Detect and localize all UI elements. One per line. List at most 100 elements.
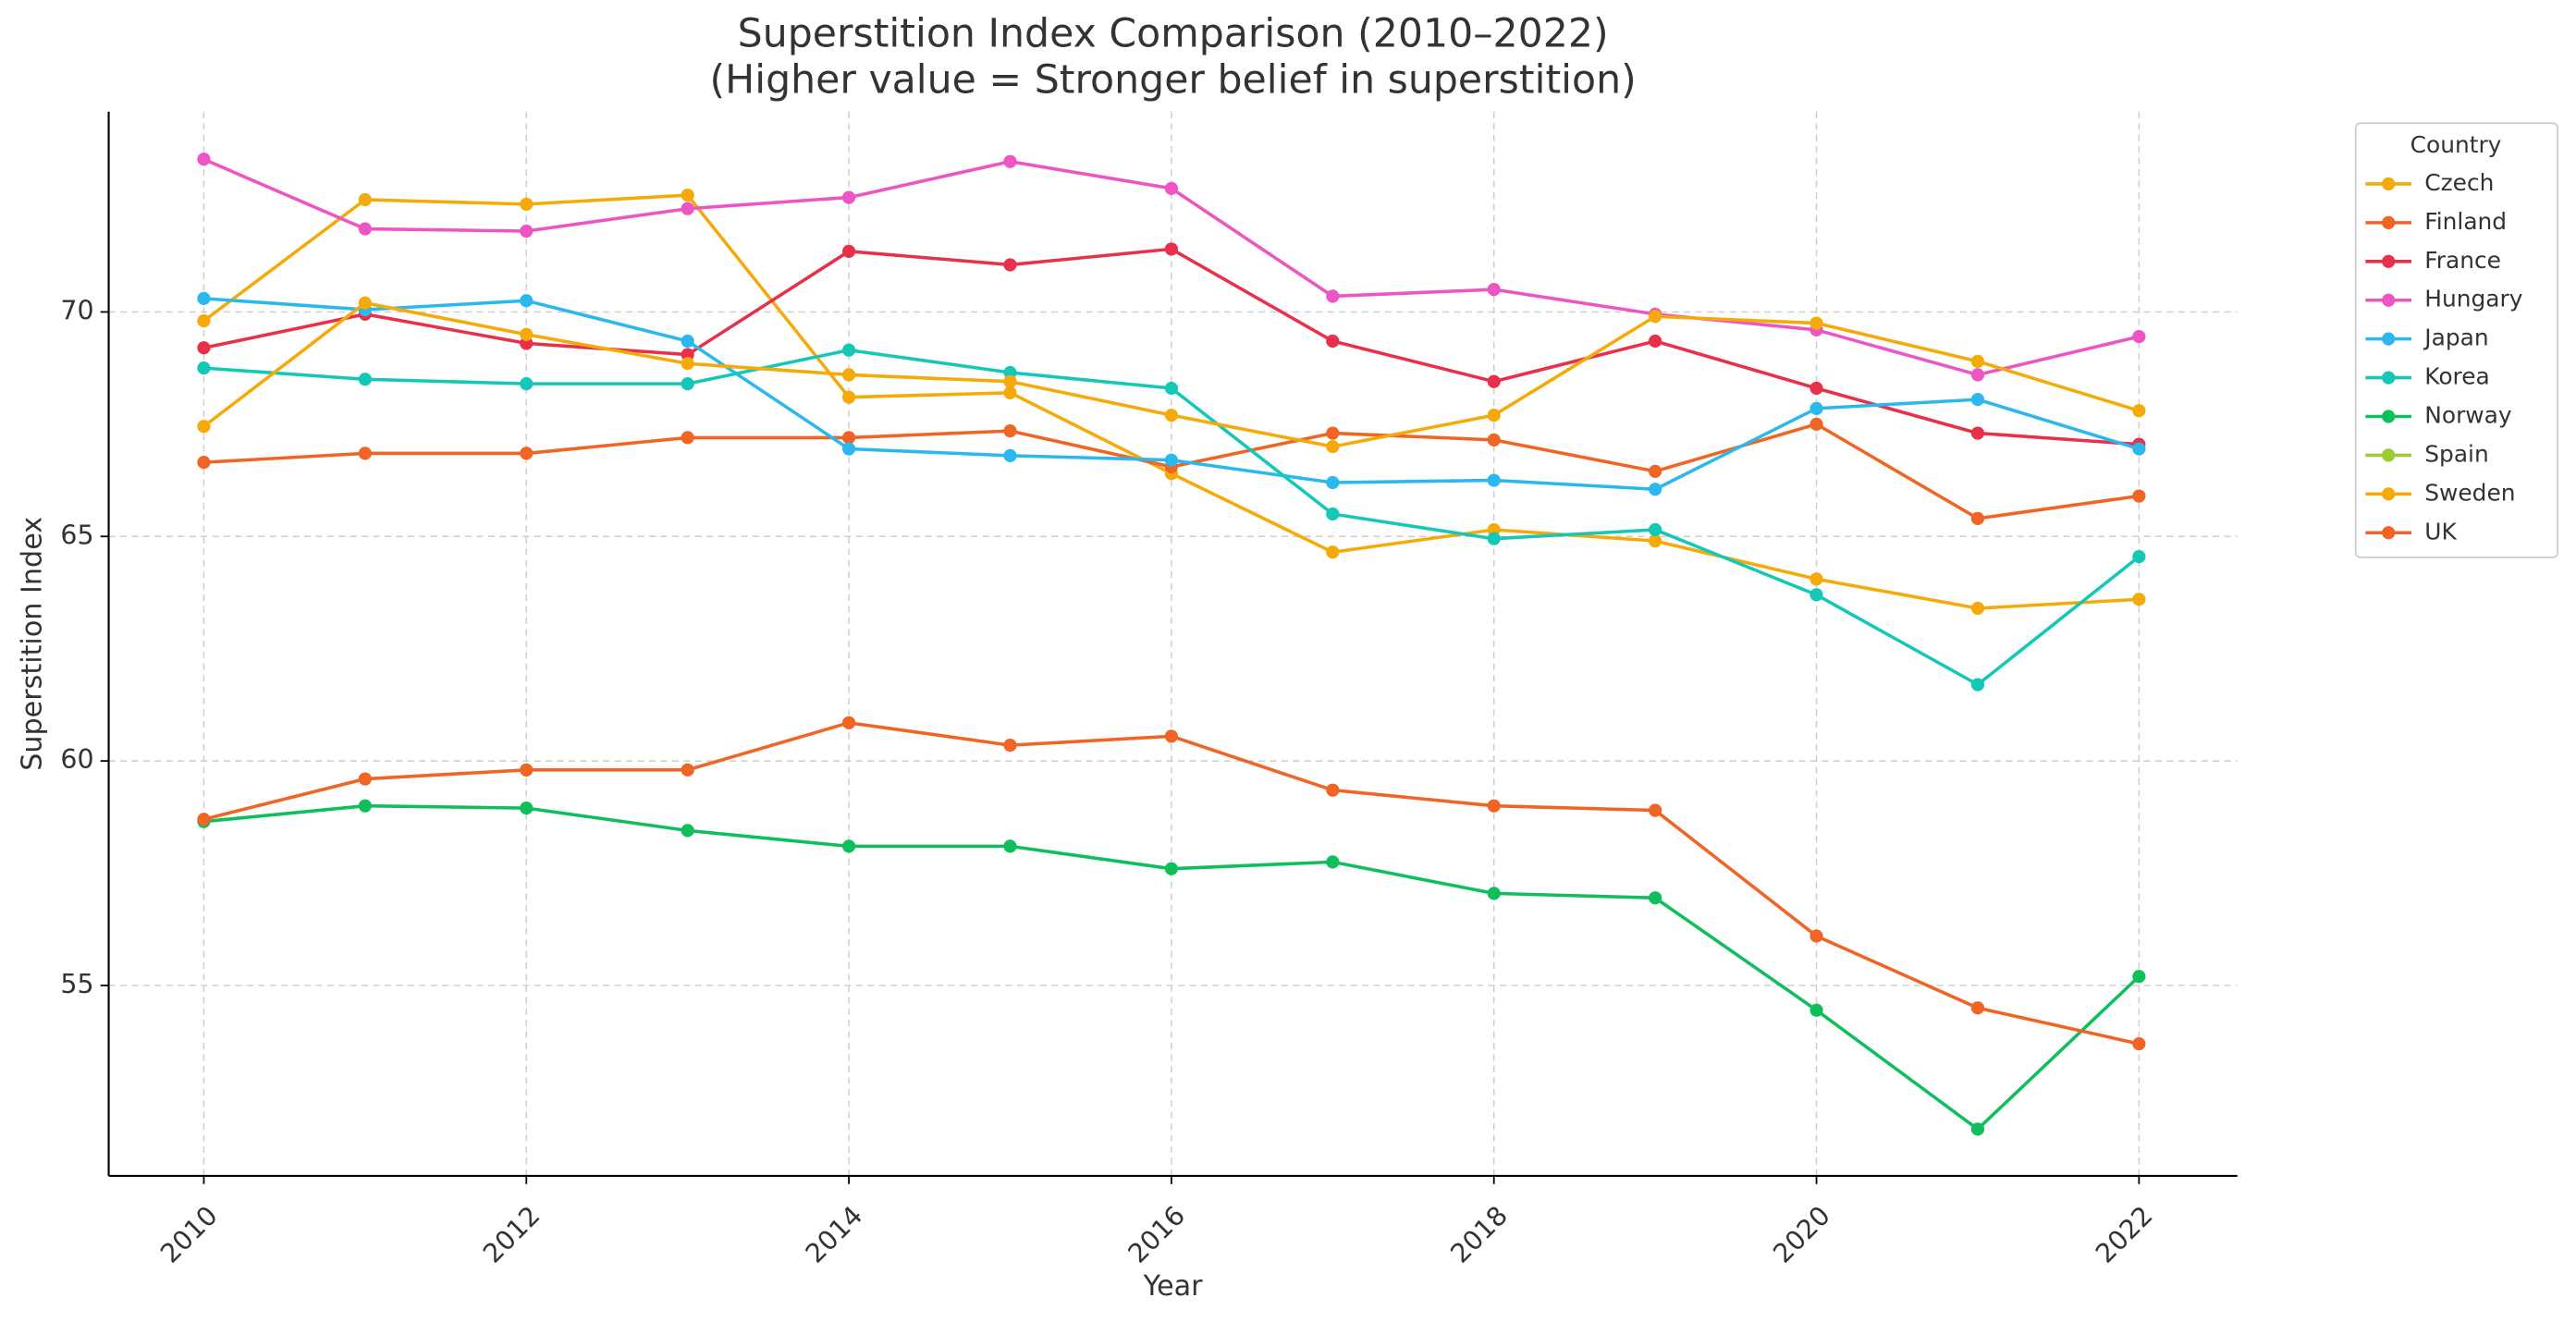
data-point — [1164, 381, 1179, 396]
data-point — [2132, 442, 2146, 456]
data-point — [1326, 507, 1340, 521]
x-tick-label: 2012 — [477, 1200, 546, 1268]
legend-label: France — [2424, 247, 2501, 274]
legend-box — [2354, 122, 2559, 558]
data-point — [197, 361, 211, 375]
data-point — [841, 839, 856, 853]
data-point — [1970, 678, 1985, 692]
data-point — [1003, 386, 1017, 399]
x-tick-label: 2016 — [1122, 1200, 1191, 1268]
legend-marker — [2382, 410, 2396, 423]
data-point — [1003, 839, 1017, 853]
data-point — [520, 447, 534, 460]
y-tick-label: 55 — [60, 969, 93, 999]
data-point — [1970, 1001, 1985, 1015]
data-point — [1970, 511, 1985, 525]
x-axis-label: Year — [1143, 1270, 1204, 1303]
data-point — [1003, 365, 1017, 380]
data-point — [1003, 739, 1017, 753]
data-point — [197, 456, 211, 470]
data-point — [520, 197, 534, 211]
legend-marker — [2382, 332, 2396, 346]
data-point — [520, 294, 534, 308]
chart-title: Superstition Index Comparison (2010–2022… — [738, 11, 1609, 57]
data-point — [1326, 334, 1340, 349]
data-point — [2132, 970, 2146, 984]
data-point — [841, 244, 856, 258]
data-point — [1970, 354, 1985, 368]
data-point — [1809, 316, 1823, 330]
data-point — [1970, 393, 1985, 407]
x-tick-label: 2022 — [2090, 1200, 2158, 1268]
legend-marker — [2382, 177, 2396, 191]
data-point — [1164, 181, 1179, 195]
data-point — [841, 390, 856, 404]
data-point — [1164, 862, 1179, 875]
data-point — [1970, 426, 1985, 440]
data-point — [681, 763, 694, 777]
data-point — [197, 291, 211, 305]
data-point — [2132, 330, 2146, 344]
data-point — [1326, 855, 1340, 869]
data-point — [1970, 368, 1985, 382]
legend-label: Czech — [2424, 169, 2494, 196]
data-point — [1809, 929, 1823, 943]
data-point — [358, 799, 372, 813]
data-point — [1326, 475, 1340, 490]
y-tick-label: 70 — [60, 295, 93, 325]
data-point — [2132, 550, 2146, 564]
legend-label: Hungary — [2424, 286, 2522, 312]
data-point — [2132, 404, 2146, 418]
data-point — [1003, 258, 1017, 272]
data-point — [1487, 532, 1501, 545]
legend-marker — [2382, 448, 2396, 462]
data-point — [520, 802, 534, 815]
data-point — [1649, 464, 1662, 478]
data-point — [197, 420, 211, 434]
data-point — [1809, 572, 1823, 586]
data-point — [841, 431, 856, 445]
data-point — [1164, 729, 1179, 743]
data-point — [197, 153, 211, 166]
data-point — [1487, 374, 1501, 388]
data-point — [520, 337, 534, 350]
data-point — [1326, 426, 1340, 440]
x-tick-label: 2014 — [800, 1200, 868, 1268]
legend-marker — [2382, 215, 2396, 229]
data-point — [681, 334, 694, 349]
data-point — [1326, 545, 1340, 559]
data-point — [197, 813, 211, 826]
data-point — [197, 314, 211, 328]
data-point — [1970, 1122, 1985, 1136]
data-point — [1487, 283, 1501, 297]
data-point — [1809, 381, 1823, 396]
data-point — [1970, 601, 1985, 616]
legend-marker — [2382, 254, 2396, 268]
legend-label: UK — [2424, 518, 2457, 545]
data-point — [681, 348, 694, 361]
data-point — [358, 192, 372, 207]
data-point — [1649, 334, 1662, 349]
data-point — [358, 222, 372, 236]
data-point — [681, 431, 694, 445]
x-tick-label: 2020 — [1767, 1200, 1835, 1268]
data-point — [358, 447, 372, 460]
legend-title: Country — [2410, 131, 2502, 158]
data-point — [841, 716, 856, 729]
legend-label: Japan — [2423, 324, 2488, 351]
data-point — [1003, 154, 1017, 168]
legend-marker — [2382, 526, 2396, 540]
legend-label: Finland — [2424, 208, 2507, 235]
data-point — [681, 377, 694, 391]
data-point — [1164, 453, 1179, 467]
data-point — [1003, 424, 1017, 438]
data-point — [1487, 433, 1501, 447]
y-tick-label: 65 — [60, 520, 93, 550]
data-point — [681, 824, 694, 838]
data-point — [1164, 409, 1179, 422]
data-point — [1326, 289, 1340, 303]
data-point — [1487, 473, 1501, 487]
data-point — [358, 373, 372, 386]
